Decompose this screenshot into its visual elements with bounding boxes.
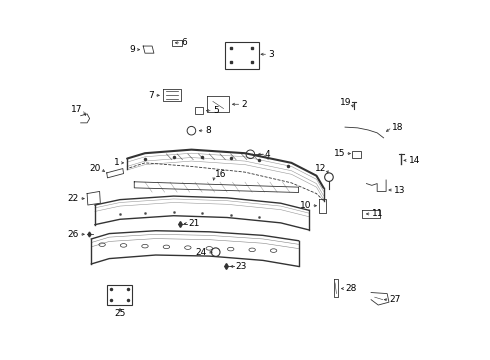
Text: 1: 1 <box>114 158 119 167</box>
Bar <box>225 42 259 69</box>
Bar <box>107 285 132 305</box>
Text: 16: 16 <box>215 170 226 179</box>
Text: 24: 24 <box>196 248 207 257</box>
Text: 20: 20 <box>89 164 100 173</box>
Text: 10: 10 <box>299 201 311 210</box>
Text: 7: 7 <box>148 91 154 100</box>
Bar <box>352 152 361 158</box>
Text: 2: 2 <box>242 100 247 109</box>
Text: 11: 11 <box>372 210 383 219</box>
Text: 8: 8 <box>205 126 211 135</box>
Text: 4: 4 <box>265 150 270 159</box>
Text: 5: 5 <box>213 106 219 115</box>
Bar <box>172 40 182 46</box>
Text: 15: 15 <box>334 149 345 158</box>
Text: 6: 6 <box>181 38 187 47</box>
Text: 19: 19 <box>340 98 351 107</box>
Text: 26: 26 <box>68 230 79 239</box>
Text: 21: 21 <box>189 219 200 228</box>
Text: 3: 3 <box>268 50 274 59</box>
Text: 25: 25 <box>114 309 125 318</box>
Text: 13: 13 <box>394 185 406 194</box>
Text: 12: 12 <box>315 164 326 173</box>
Text: 14: 14 <box>409 156 420 165</box>
Text: 28: 28 <box>346 284 357 293</box>
Text: 22: 22 <box>68 194 79 203</box>
Text: 17: 17 <box>71 105 82 114</box>
Text: 23: 23 <box>235 262 246 271</box>
Text: 9: 9 <box>129 45 135 54</box>
Text: 18: 18 <box>392 123 404 132</box>
Text: 27: 27 <box>390 295 401 304</box>
Bar <box>195 108 203 114</box>
